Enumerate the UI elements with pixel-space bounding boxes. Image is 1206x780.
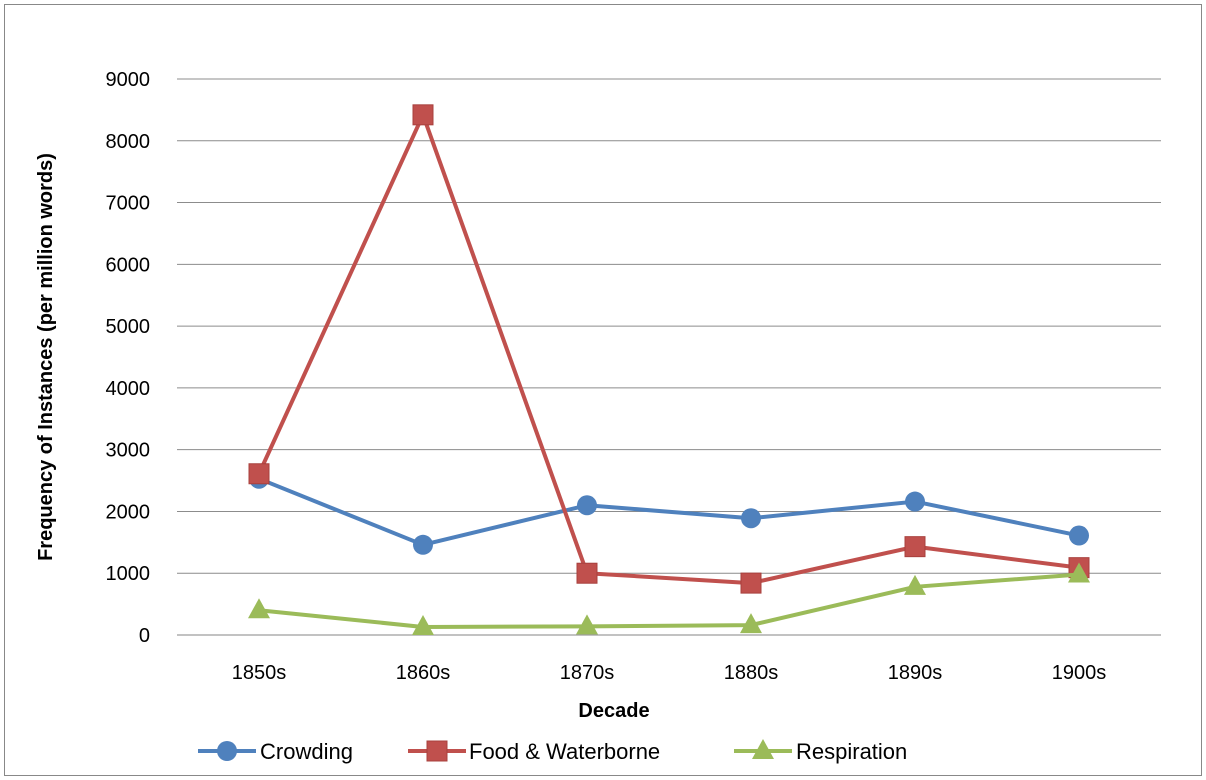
- legend-label: Food & Waterborne: [469, 739, 660, 764]
- x-tick-label: 1870s: [560, 662, 615, 684]
- x-tick-labels: 1850s 1860s 1870s 1880s 1890s 1900s: [232, 662, 1107, 684]
- data-point-marker: [248, 463, 270, 485]
- x-tick-label: 1860s: [396, 662, 451, 684]
- data-point-marker: [905, 491, 925, 512]
- data-point-marker: [904, 574, 926, 595]
- y-tick-label: 0: [139, 625, 150, 647]
- legend-label: Crowding: [260, 739, 353, 764]
- gridlines: [177, 78, 1161, 636]
- x-tick-label: 1880s: [724, 662, 779, 684]
- data-point-marker: [740, 613, 762, 634]
- series-food-waterborne: [248, 104, 1090, 594]
- legend-item: Food & Waterborne: [408, 739, 660, 764]
- legend-label: Respiration: [796, 739, 907, 764]
- data-point-marker: [740, 572, 762, 594]
- series-respiration: [248, 562, 1090, 635]
- chart-frame: [4, 4, 1202, 776]
- y-tick-label: 1000: [106, 563, 151, 585]
- data-point-marker: [577, 495, 597, 516]
- data-point-marker: [248, 598, 270, 619]
- legend-item: Crowding: [198, 739, 353, 764]
- y-tick-label: 6000: [106, 254, 151, 276]
- y-tick-labels: 0 1000 2000 3000 4000 5000 6000 7000 8000 9000: [106, 69, 151, 647]
- x-tick-label: 1850s: [232, 662, 287, 684]
- data-point-marker: [412, 104, 434, 126]
- series-line: [258, 476, 1080, 547]
- y-tick-label: 4000: [106, 378, 151, 400]
- data-point-marker: [576, 562, 598, 584]
- series-group: [248, 104, 1090, 635]
- legend-item: Respiration: [734, 739, 907, 764]
- y-tick-label: 7000: [106, 193, 151, 215]
- x-axis-title: Decade: [578, 700, 649, 722]
- legend-marker: [752, 739, 774, 759]
- x-tick-label: 1890s: [888, 662, 943, 684]
- data-point-marker: [412, 614, 434, 635]
- y-tick-label: 3000: [106, 440, 151, 462]
- legend: Crowding Food & Waterborne Respiration: [198, 739, 907, 764]
- y-tick-label: 5000: [106, 316, 151, 338]
- y-tick-label: 2000: [106, 501, 151, 523]
- legend-marker: [426, 740, 448, 762]
- data-point-marker: [413, 534, 433, 555]
- data-point-marker: [741, 508, 761, 529]
- series-line: [257, 112, 1080, 586]
- data-point-marker: [576, 614, 598, 635]
- data-point-marker: [904, 536, 926, 558]
- series-line: [258, 572, 1080, 629]
- x-tick-label: 1900s: [1052, 662, 1107, 684]
- data-point-marker: [1069, 525, 1089, 546]
- y-tick-label: 9000: [106, 69, 151, 91]
- y-tick-label: 8000: [106, 131, 151, 153]
- y-axis-title: Frequency of Instances (per million word…: [35, 153, 57, 561]
- data-point-marker: [1068, 562, 1090, 583]
- legend-marker: [217, 741, 237, 761]
